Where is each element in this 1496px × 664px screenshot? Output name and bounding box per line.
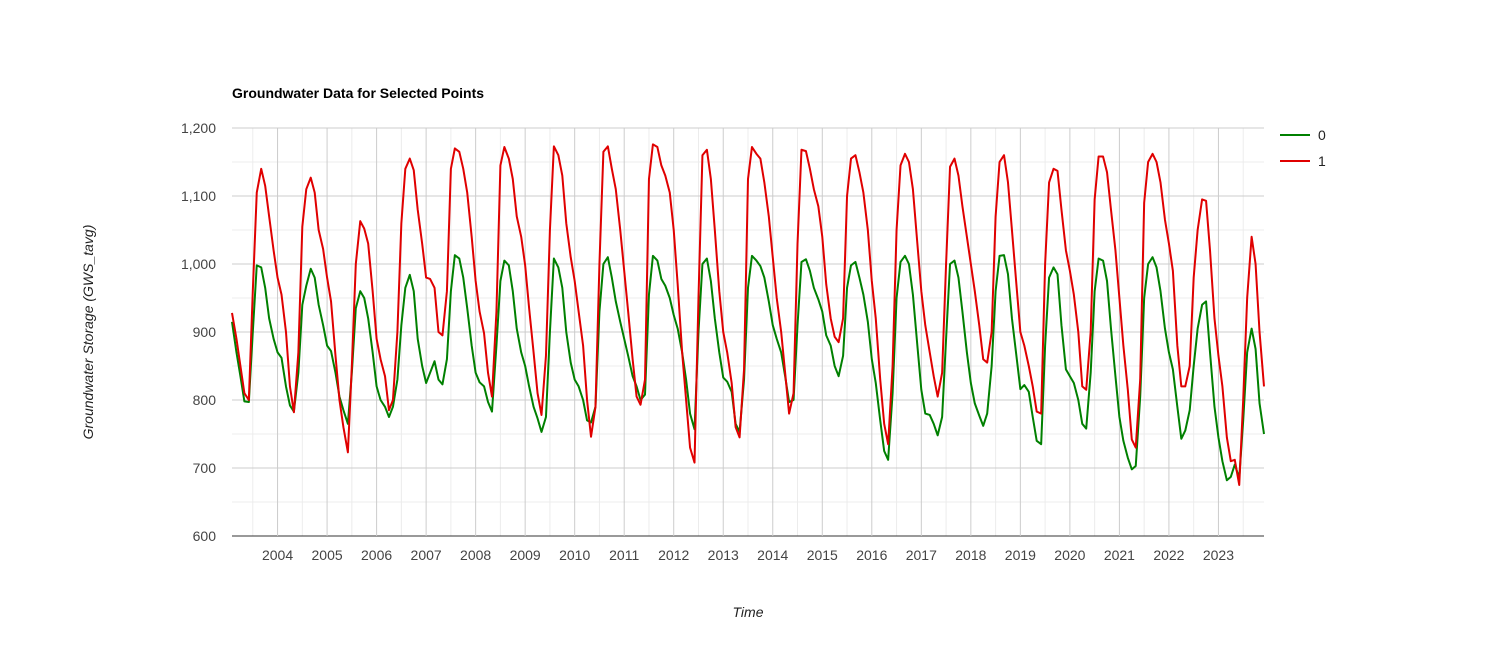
x-tick-label: 2020 xyxy=(1054,547,1085,563)
y-tick-label: 1,200 xyxy=(181,120,216,136)
y-axis-ticks: 600 700 800 900 1,000 1,100 1,200 xyxy=(181,120,216,544)
x-tick-label: 2005 xyxy=(312,547,343,563)
legend-label-1: 1 xyxy=(1318,153,1326,169)
y-tick-label: 900 xyxy=(193,324,217,340)
x-tick-label: 2015 xyxy=(807,547,838,563)
series-line-0 xyxy=(231,254,1265,482)
x-tick-label: 2010 xyxy=(559,547,590,563)
y-axis-title: Groundwater Storage (GWS_tavg) xyxy=(80,225,96,440)
x-tick-label: 2009 xyxy=(510,547,541,563)
x-tick-label: 2012 xyxy=(658,547,689,563)
y-tick-label: 800 xyxy=(193,392,217,408)
x-tick-label: 2013 xyxy=(708,547,739,563)
y-tick-label: 600 xyxy=(193,528,217,544)
x-tick-label: 2014 xyxy=(757,547,788,563)
series-layer xyxy=(231,143,1265,486)
series-line-1 xyxy=(231,143,1265,486)
major-gridlines xyxy=(232,127,1264,537)
x-tick-label: 2018 xyxy=(955,547,986,563)
legend: 01 xyxy=(1280,127,1326,169)
x-tick-label: 2021 xyxy=(1104,547,1135,563)
y-tick-label: 700 xyxy=(193,460,217,476)
x-tick-label: 2007 xyxy=(411,547,442,563)
x-axis-title: Time xyxy=(733,604,764,620)
x-tick-label: 2023 xyxy=(1203,547,1234,563)
x-tick-label: 2006 xyxy=(361,547,392,563)
x-tick-label: 2017 xyxy=(906,547,937,563)
chart-title: Groundwater Data for Selected Points xyxy=(232,85,484,101)
y-tick-label: 1,100 xyxy=(181,188,216,204)
x-tick-label: 2004 xyxy=(262,547,293,563)
x-tick-label: 2008 xyxy=(460,547,491,563)
x-tick-label: 2011 xyxy=(609,547,639,563)
x-tick-label: 2019 xyxy=(1005,547,1036,563)
x-tick-label: 2022 xyxy=(1153,547,1184,563)
y-tick-label: 1,000 xyxy=(181,256,216,272)
legend-label-0: 0 xyxy=(1318,127,1326,143)
x-tick-label: 2016 xyxy=(856,547,887,563)
x-axis-ticks: 2004 2005 2006 2007 2008 2009 2010 2011 2012 2013… xyxy=(262,547,1234,563)
